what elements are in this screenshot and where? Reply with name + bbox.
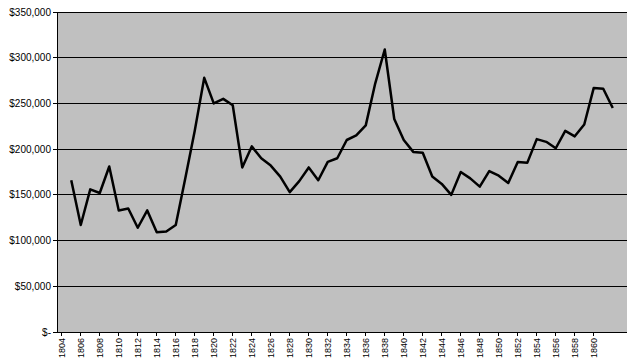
y-tick-label: $50,000 [15,281,52,292]
x-tick [61,332,62,336]
x-tick-label: 1808 [95,338,105,358]
series-group [71,49,613,232]
x-tick [327,332,328,336]
x-tick [593,332,594,336]
x-tick [213,332,214,336]
x-tick [99,332,100,336]
x-tick-label: 1812 [133,338,143,358]
x-tick-label: 1840 [399,338,409,358]
x-tick-label: 1860 [589,338,599,358]
x-tick [384,332,385,336]
x-tick [422,332,423,336]
x-tick-label: 1854 [532,338,542,358]
y-tick-label: $200,000 [9,144,51,155]
y-tick [53,286,57,287]
x-tick-label: 1834 [342,338,352,358]
x-tick-label: 1846 [456,338,466,358]
x-tick [536,332,537,336]
x-tick-label: 1806 [76,338,86,358]
x-tick-label: 1848 [475,338,485,358]
x-tick [441,332,442,336]
x-tick-label: 1820 [209,338,219,358]
x-tick-label: 1826 [266,338,276,358]
grid-line [57,240,627,241]
x-tick [574,332,575,336]
x-tick-label: 1810 [114,338,124,358]
x-tick [460,332,461,336]
y-tick [53,12,57,13]
y-tick [53,103,57,104]
x-tick-label: 1858 [570,338,580,358]
grid-line [57,286,627,287]
x-tick [270,332,271,336]
x-tick [137,332,138,336]
x-tick [232,332,233,336]
y-tick-label: $350,000 [9,7,51,18]
x-tick [517,332,518,336]
y-tick-label: $- [42,327,51,338]
x-tick-label: 1842 [418,338,428,358]
x-tick-label: 1836 [361,338,371,358]
x-tick [498,332,499,336]
y-tick [53,332,57,333]
x-tick [308,332,309,336]
x-tick-label: 1850 [494,338,504,358]
x-tick [156,332,157,336]
x-tick-label: 1844 [437,338,447,358]
x-tick-label: 1814 [152,338,162,358]
y-tick [53,240,57,241]
x-tick [175,332,176,336]
x-tick-label: 1856 [551,338,561,358]
y-axis [57,12,58,332]
y-tick-label: $300,000 [9,52,51,63]
chart: $- $50,000 $100,000 $150,000 $200,000 $250,00… [0,0,635,364]
x-tick-label: 1816 [171,338,181,358]
x-tick [346,332,347,336]
x-tick-label: 1838 [380,338,390,358]
x-tick [194,332,195,336]
y-tick [53,57,57,58]
x-tick [403,332,404,336]
x-axis [57,332,627,333]
x-tick-label: 1822 [228,338,238,358]
y-tick-label: $100,000 [9,235,51,246]
x-tick [289,332,290,336]
grid-line [57,332,627,333]
x-tick [80,332,81,336]
x-tick [251,332,252,336]
x-tick-label: 1828 [285,338,295,358]
x-tick-label: 1818 [190,338,200,358]
x-tick [555,332,556,336]
x-tick-label: 1804 [57,338,67,358]
grid-line [57,194,627,195]
x-tick [365,332,366,336]
x-tick [479,332,480,336]
line [71,49,613,232]
y-tick-label: $250,000 [9,98,51,109]
x-tick-label: 1824 [247,338,257,358]
x-tick-label: 1852 [513,338,523,358]
y-tick [53,149,57,150]
x-tick [118,332,119,336]
x-tick-label: 1832 [323,338,333,358]
y-tick-label: $150,000 [9,189,51,200]
x-tick-label: 1830 [304,338,314,358]
y-tick [53,194,57,195]
grid-line [57,57,627,58]
grid-line [57,12,627,13]
grid-line [57,103,627,104]
plot-area [57,12,627,332]
